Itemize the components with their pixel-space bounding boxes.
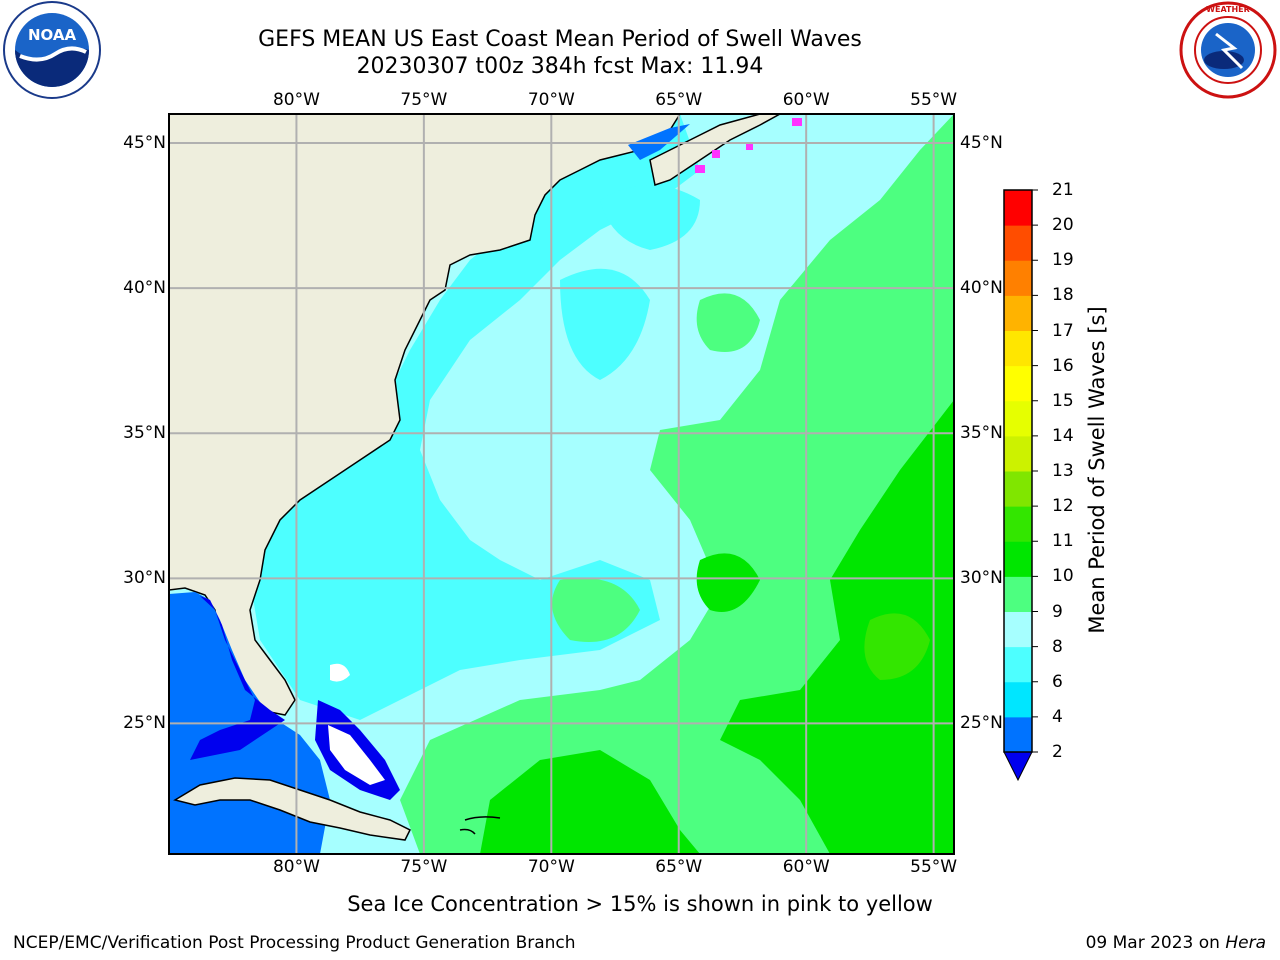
colorbar-swatch: [1004, 576, 1032, 612]
colorbar-swatch: [1004, 611, 1032, 648]
footer-host: Hera: [1225, 933, 1266, 953]
sea-ice-note: Sea Ice Concentration > 15% is shown in …: [347, 892, 933, 916]
gulf-low-period: [190, 596, 285, 760]
lon-tick-label-top: 65°W: [655, 90, 703, 110]
chart-subtitle: 20230307 t00z 384h fcst Max: 11.94: [356, 54, 764, 79]
colorbar-tick-label: 17: [1052, 320, 1074, 341]
colorbar-tick-label: 20: [1052, 215, 1074, 236]
colorbar-swatch: [1004, 295, 1032, 331]
lat-tick-label-left: 40°N: [123, 278, 166, 299]
gulf-of-maine: [628, 124, 690, 160]
noaa-logo-text: NOAA: [28, 26, 77, 44]
swell-band-9-10: [552, 578, 640, 642]
colorbar-swatch: [1004, 681, 1032, 718]
footer-date-text: 09 Mar 2023 on: [1085, 933, 1220, 953]
lon-tick-label-top: 70°W: [527, 90, 575, 110]
sea-ice-marker: [792, 118, 802, 126]
colorbar-swatch: [1004, 435, 1032, 472]
swell-band-6-8: [600, 185, 700, 250]
swell-band-9-10: [696, 293, 760, 352]
colorbar-tick-label: 14: [1052, 425, 1074, 446]
colorbar-tick-label: 15: [1052, 390, 1074, 411]
colorbar-swatch: [1004, 400, 1032, 437]
land-nova-scotia: [649, 114, 781, 186]
lat-tick-label-right: 45°N: [960, 133, 1003, 154]
lat-tick-label-right: 40°N: [960, 278, 1003, 299]
swell-band-6-8: [250, 114, 700, 720]
lat-tick-label-right: 35°N: [960, 423, 1003, 444]
svg-text:WEATHER: WEATHER: [1206, 5, 1250, 14]
swell-band-9-10: [400, 114, 954, 854]
colorbar-swatch: [1004, 506, 1032, 542]
colorbar: [1003, 189, 1038, 782]
colorbar-tick-label: 16: [1052, 355, 1074, 376]
noaa-logo: NOAA: [3, 1, 101, 99]
chart-title: GEFS MEAN US East Coast Mean Period of S…: [258, 27, 862, 52]
swell-band-11-12: [864, 613, 930, 680]
colorbar-tick-label: 12: [1052, 496, 1074, 517]
sea-ice-marker: [712, 150, 720, 158]
colorbar-tick-label: 2: [1052, 742, 1063, 762]
colorbar-tick-label: 4: [1052, 706, 1063, 727]
colorbar-swatch: [1004, 365, 1032, 402]
colorbar-tick-label: 11: [1052, 531, 1074, 552]
lat-tick-label-right: 25°N: [960, 713, 1003, 734]
colorbar-tick-label: 19: [1052, 250, 1074, 271]
footer-date: 09 Mar 2023 on Hera: [1086, 933, 1266, 953]
sea-ice-marker: [695, 165, 705, 173]
swell-band-10-11: [480, 750, 700, 854]
colorbar-extend-arrow: [1003, 751, 1033, 782]
lon-tick-label-top: 55°W: [910, 90, 958, 110]
colorbar-swatch: [1004, 471, 1032, 507]
colorbar-tick-label: 18: [1052, 285, 1074, 306]
colorbar-title: Mean Period of Swell Waves [s]: [1085, 306, 1109, 634]
lat-tick-label-left: 35°N: [123, 423, 166, 444]
footer-credit: NCEP/EMC/Verification Post Processing Pr…: [13, 933, 576, 953]
colorbar-tick-label: 13: [1052, 461, 1074, 481]
lat-tick-label-left: 30°N: [123, 568, 166, 589]
colorbar-tick-label: 8: [1052, 636, 1063, 657]
lon-tick-label-bottom: 65°W: [655, 857, 703, 877]
map-frame: [168, 113, 955, 855]
lon-tick-label-bottom: 60°W: [782, 857, 830, 877]
swell-band-10-11: [696, 553, 760, 612]
colorbar-swatch: [1004, 716, 1032, 753]
colorbar-swatch: [1004, 260, 1032, 296]
bahamas-banks: [328, 725, 385, 785]
nws-logo: WEATHER: [1179, 1, 1277, 99]
lon-tick-label-bottom: 80°W: [272, 857, 320, 877]
lon-tick-label-bottom: 55°W: [910, 857, 958, 877]
lon-tick-label-top: 75°W: [400, 90, 448, 110]
swell-band-6-8: [560, 268, 650, 380]
land-hispaniola: [459, 816, 501, 835]
colorbar-tick-label: 6: [1052, 671, 1063, 692]
land-cuba: [173, 777, 412, 841]
swell-band-10-11: [720, 400, 954, 854]
colorbar-tick-label: 9: [1052, 601, 1063, 622]
lon-tick-label-bottom: 70°W: [527, 857, 575, 877]
colorbar-swatch: [1004, 190, 1032, 226]
lon-tick-label-top: 60°W: [782, 90, 830, 110]
lat-tick-label-right: 30°N: [960, 568, 1003, 589]
sea-ice-marker: [746, 143, 753, 150]
lon-tick-label-top: 80°W: [272, 90, 320, 110]
bahamas-banks: [330, 663, 350, 682]
colorbar-swatch: [1004, 225, 1032, 261]
lat-tick-label-left: 45°N: [123, 133, 166, 154]
lon-tick-label-bottom: 75°W: [400, 857, 448, 877]
colorbar-swatch: [1004, 330, 1032, 367]
colorbar-tick-label: 21: [1052, 180, 1074, 200]
lat-tick-label-left: 25°N: [123, 713, 166, 734]
colorbar-swatch: [1004, 646, 1032, 683]
colorbar-swatch: [1004, 541, 1032, 577]
colorbar-tick-label: 10: [1052, 566, 1074, 587]
